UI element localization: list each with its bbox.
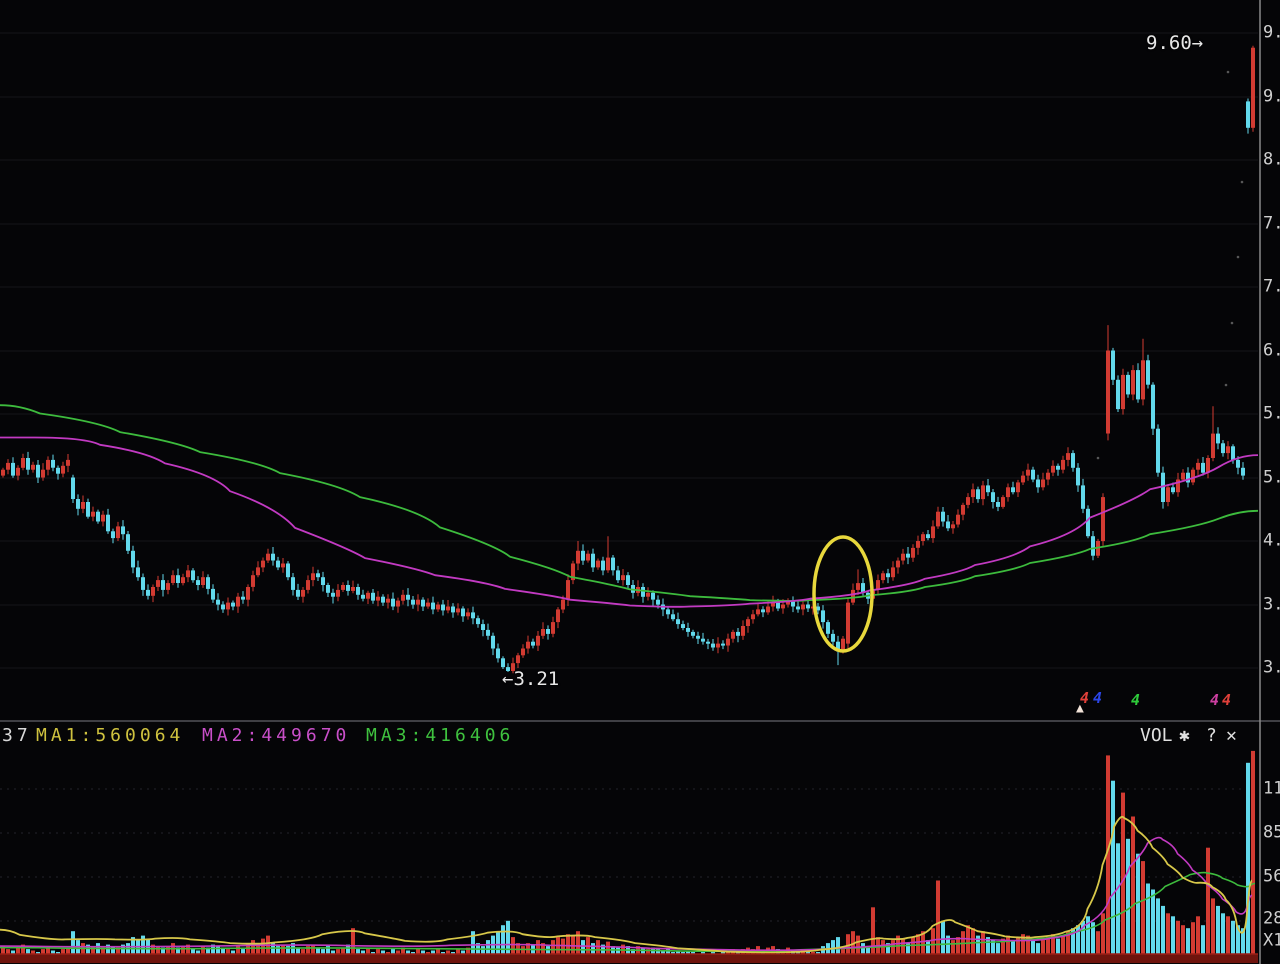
gear-icon[interactable]: ✱ [1179, 725, 1190, 746]
price-axis-tick: 7. [1263, 213, 1280, 234]
signal-marker-icon: 4 [1093, 689, 1103, 707]
vol-ma2-label: MA2:449670 [202, 725, 351, 746]
vol-indicator-tab[interactable]: VOL [1140, 725, 1173, 746]
vol-ma3-label: MA3:416406 [366, 725, 515, 746]
price-ma-magenta-line [0, 436, 1259, 608]
price-axis-tick: 5. [1263, 467, 1280, 488]
speck [1236, 255, 1240, 259]
speck [1096, 456, 1100, 460]
volume-bars [1, 750, 1255, 959]
price-axis-tick: 8. [1263, 149, 1280, 170]
volume-axis-tick: 11 [1263, 778, 1280, 799]
volume-axis-tick: 28 [1263, 908, 1280, 929]
vol-ma1-label: MA1:560064 [36, 725, 185, 746]
price-axis-tick: 3. [1263, 657, 1280, 678]
speck [1240, 180, 1244, 184]
high-price-annotation: 9.60→ [1146, 32, 1204, 54]
speck [1230, 321, 1234, 325]
up-triangle-marker-icon: ▲ [1076, 701, 1084, 716]
low-price-annotation: ←3.21 [502, 668, 560, 690]
help-icon[interactable]: ? [1206, 725, 1217, 746]
speck [1226, 70, 1230, 74]
signal-marker-icon: 4 [1222, 691, 1232, 709]
volume-axis-tick: 56 [1263, 866, 1280, 887]
price-axis-tick: 7. [1263, 276, 1280, 297]
price-axis-tick: 9. [1263, 22, 1280, 43]
price-axis-tick: 4. [1263, 530, 1280, 551]
price-axis-tick: 9. [1263, 86, 1280, 107]
signal-marker-icon: 4 [1210, 691, 1220, 709]
signal-marker-icon: 4 [1080, 689, 1090, 707]
price-axis-tick: 5. [1263, 403, 1280, 424]
speck [1224, 383, 1228, 387]
price-axis-tick: 6. [1263, 340, 1280, 361]
candlesticks [1, 45, 1255, 674]
price-axis-tick: 3. [1263, 594, 1280, 615]
bottom-strip [0, 954, 1258, 963]
close-icon[interactable]: ✕ [1226, 725, 1237, 746]
volume-axis-tick: X1 [1263, 930, 1280, 951]
volume-axis-tick: 85 [1263, 822, 1280, 843]
highlight-circle [812, 535, 874, 653]
vol-ma-magenta-line [0, 836, 1253, 952]
price-ma-green-line [0, 404, 1259, 602]
vol-ma-yellow-line [0, 815, 1253, 954]
vol-ma-green-line [0, 871, 1256, 953]
indicator-value-prefix: 37 [2, 725, 32, 746]
signal-marker-icon: 4 [1131, 691, 1141, 709]
